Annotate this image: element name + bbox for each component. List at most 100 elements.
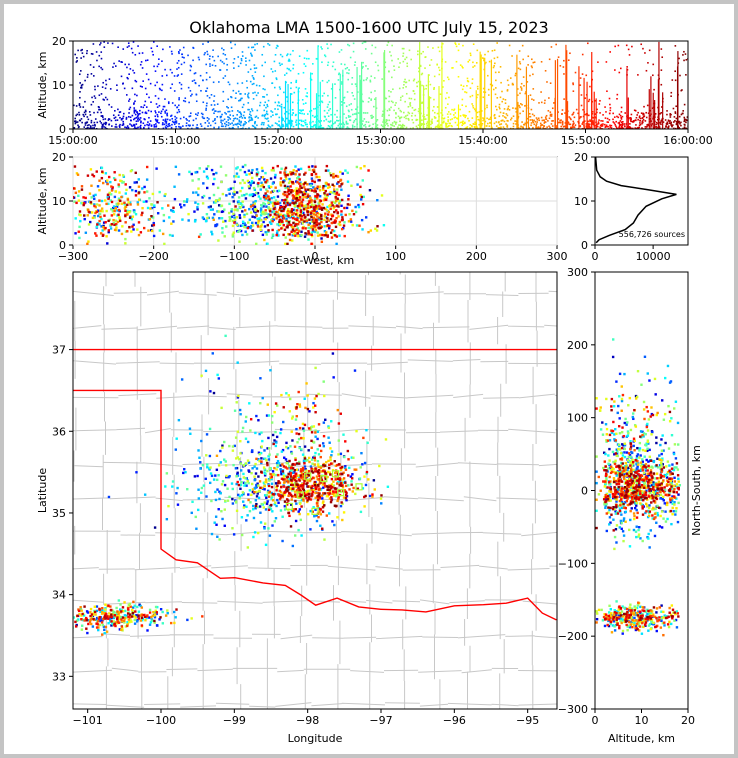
source-point <box>446 122 448 125</box>
source-point <box>237 200 240 203</box>
source-point <box>310 109 313 112</box>
source-point <box>502 98 505 100</box>
source-point <box>106 179 109 182</box>
source-point <box>276 164 279 168</box>
source-point <box>308 57 310 60</box>
source-point <box>203 127 206 129</box>
source-point <box>158 122 160 124</box>
source-point <box>280 227 283 230</box>
source-point <box>164 118 167 121</box>
source-point <box>557 56 560 58</box>
source-point <box>420 123 423 125</box>
source-point <box>135 123 138 125</box>
source-point <box>462 120 464 123</box>
source-point <box>195 527 198 530</box>
source-point <box>134 53 137 56</box>
source-point <box>285 177 288 181</box>
source-point <box>164 485 167 488</box>
source-point <box>228 219 231 222</box>
source-point <box>464 116 467 119</box>
source-point <box>297 197 300 200</box>
source-point <box>545 118 548 121</box>
source-point <box>208 58 211 60</box>
source-point <box>493 113 496 116</box>
source-point <box>124 63 127 66</box>
source-point <box>321 61 323 64</box>
source-point <box>472 61 474 64</box>
source-point <box>326 43 328 45</box>
source-point <box>95 225 99 228</box>
source-point <box>296 204 300 208</box>
source-point <box>532 88 535 90</box>
source-point <box>301 453 305 456</box>
source-point <box>429 83 432 86</box>
source-point <box>644 52 646 54</box>
source-point <box>343 102 346 104</box>
source-point <box>269 126 272 128</box>
source-point <box>87 118 90 121</box>
source-point <box>209 63 211 65</box>
source-point <box>601 124 604 127</box>
source-point <box>482 117 484 119</box>
source-point <box>287 112 290 115</box>
source-point <box>278 124 281 126</box>
source-point <box>571 126 574 129</box>
source-point <box>65 614 67 616</box>
source-point <box>314 115 317 118</box>
source-point <box>272 114 274 116</box>
source-point <box>425 87 427 90</box>
source-point <box>276 465 279 468</box>
source-point <box>259 209 263 212</box>
source-point <box>261 503 265 506</box>
source-point <box>332 172 335 176</box>
source-point <box>294 223 298 226</box>
source-point <box>283 201 286 205</box>
source-point <box>115 226 118 229</box>
source-point <box>239 93 241 95</box>
source-point <box>232 114 235 117</box>
source-point <box>271 82 273 85</box>
source-point <box>333 523 336 527</box>
source-point <box>243 504 246 507</box>
source-point <box>165 120 168 123</box>
source-point <box>266 118 268 120</box>
source-point <box>318 218 321 221</box>
source-point <box>290 124 293 127</box>
source-point <box>493 49 496 52</box>
source-point <box>129 169 133 173</box>
source-point <box>268 200 272 204</box>
source-point <box>201 116 204 118</box>
source-point <box>561 122 564 124</box>
source-point <box>87 208 90 212</box>
source-point <box>125 94 128 96</box>
source-point <box>80 57 82 59</box>
source-point <box>681 89 683 91</box>
source-point <box>597 123 599 125</box>
source-point <box>276 104 279 107</box>
source-point <box>340 49 343 51</box>
source-point <box>459 127 462 129</box>
source-point <box>263 468 266 471</box>
source-point <box>131 215 135 218</box>
source-point <box>131 125 133 127</box>
source-point <box>232 89 235 92</box>
source-point <box>306 95 309 98</box>
source-point <box>255 214 258 217</box>
source-point <box>288 210 292 213</box>
source-point <box>327 227 331 230</box>
source-point <box>507 107 509 110</box>
source-point <box>297 194 300 197</box>
source-point <box>265 194 269 197</box>
source-point <box>339 179 342 182</box>
source-point <box>263 212 266 216</box>
source-point <box>242 205 245 209</box>
source-point <box>113 209 116 213</box>
source-point <box>369 229 373 232</box>
source-point <box>339 199 342 202</box>
source-point <box>464 121 466 124</box>
source-point <box>96 59 98 62</box>
source-point <box>295 189 299 193</box>
source-point <box>291 109 294 111</box>
source-point <box>408 49 411 52</box>
source-point <box>201 196 204 199</box>
